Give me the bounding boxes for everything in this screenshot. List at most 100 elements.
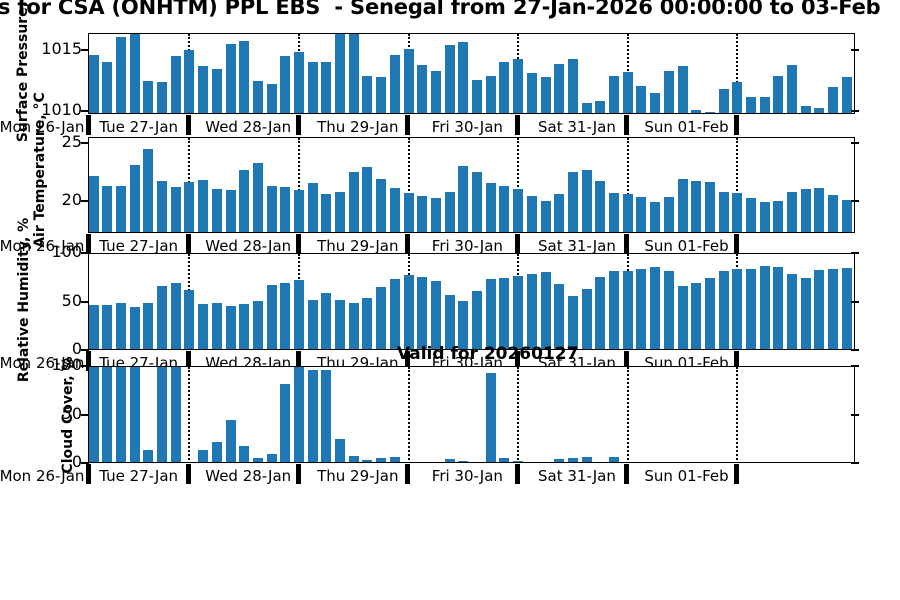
bar <box>444 45 455 113</box>
bar <box>718 89 729 113</box>
bar <box>526 274 537 349</box>
bar <box>704 278 715 349</box>
x-tick-label: Thu 29-Jan <box>317 118 399 136</box>
x-tick-label: Sun 01-Feb <box>644 237 729 255</box>
bar <box>759 265 770 349</box>
x-day-tick <box>405 464 411 484</box>
bar <box>239 445 250 462</box>
bar <box>129 307 140 349</box>
bar <box>157 181 168 232</box>
day-gridline <box>298 138 300 232</box>
y-tick-mark-left <box>81 349 89 351</box>
x-tick-label: Sat 31-Jan <box>538 118 616 136</box>
x-day-tick <box>514 115 520 135</box>
x-day-tick <box>185 464 191 484</box>
bar <box>143 80 154 113</box>
bar <box>239 304 250 349</box>
bar <box>663 70 674 113</box>
bar <box>102 62 113 113</box>
x-tick-label: Mon 26-Jan <box>0 354 85 372</box>
bar <box>787 274 798 349</box>
day-gridline <box>736 34 739 113</box>
y-tick-label: 25 <box>61 131 82 151</box>
bar <box>389 188 400 232</box>
bar <box>89 367 99 462</box>
y-axis-label: Air Temperature, °C <box>32 92 48 248</box>
bar <box>89 55 99 113</box>
x-tick-label: Fri 30-Jan <box>431 467 503 485</box>
bar <box>636 85 647 113</box>
x-tick-label: Fri 30-Jan <box>431 118 503 136</box>
bar <box>595 277 606 349</box>
day-gridline <box>736 138 739 232</box>
bar <box>348 34 359 113</box>
bar <box>307 183 318 232</box>
bar <box>636 197 647 232</box>
bar <box>170 283 181 349</box>
day-gridline <box>407 138 410 232</box>
day-gridline <box>188 367 191 462</box>
bar <box>184 50 195 113</box>
bar <box>773 75 784 113</box>
bar <box>143 303 154 349</box>
bar <box>198 66 209 113</box>
bar <box>321 62 332 113</box>
bar <box>787 64 798 113</box>
x-tick-label: Wed 28-Jan <box>205 118 292 136</box>
bar <box>773 200 784 232</box>
x-tick-label: Sun 01-Feb <box>644 118 729 136</box>
y-tick-label: 100 <box>51 355 82 374</box>
y-tick-mark-left <box>81 413 89 416</box>
bar <box>252 162 263 232</box>
bar <box>211 189 222 232</box>
bar <box>198 450 209 462</box>
y-tick-label: 20 <box>61 189 82 209</box>
bar <box>252 458 263 462</box>
bar <box>403 275 414 349</box>
bar <box>732 269 743 349</box>
bar <box>773 266 784 349</box>
bar <box>143 450 154 462</box>
bar <box>732 81 743 113</box>
bar <box>718 271 729 349</box>
bar <box>417 196 428 232</box>
bar <box>102 185 113 232</box>
y-tick-mark-left <box>81 300 89 303</box>
bar <box>157 81 168 113</box>
bar <box>609 192 620 232</box>
bar <box>581 102 592 113</box>
bar <box>609 271 620 349</box>
bar <box>581 457 592 462</box>
bar <box>677 66 688 113</box>
bar <box>513 189 524 232</box>
bar <box>581 169 592 232</box>
bar <box>89 305 99 349</box>
bar <box>225 306 236 349</box>
bar <box>650 92 661 113</box>
day-gridline <box>517 138 520 232</box>
x-tick-label: Tue 27-Jan <box>99 467 179 485</box>
bar <box>170 56 181 113</box>
bar <box>115 303 126 349</box>
bar <box>376 77 387 113</box>
bar <box>157 367 168 462</box>
bar <box>362 297 373 349</box>
x-day-tick <box>405 351 411 371</box>
y-tick-mark-right <box>851 462 859 464</box>
bar <box>403 192 414 232</box>
bar <box>622 72 633 113</box>
bar <box>280 186 291 232</box>
x-tick-label: Tue 27-Jan <box>99 237 179 255</box>
bar <box>677 178 688 232</box>
bar <box>540 77 551 113</box>
bar <box>252 300 263 349</box>
x-day-tick <box>514 351 520 371</box>
bar <box>841 199 852 232</box>
x-day-tick <box>295 464 301 484</box>
bar <box>362 167 373 232</box>
bar <box>691 181 702 232</box>
bar <box>170 186 181 232</box>
bar <box>485 372 496 462</box>
bar <box>417 64 428 113</box>
